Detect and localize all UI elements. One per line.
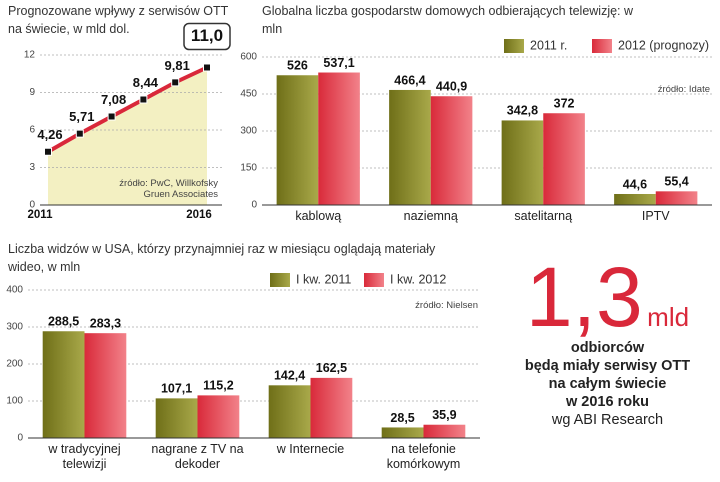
callout-source: wg ABI Research: [551, 412, 664, 428]
legend-label: 2011 r.: [530, 38, 567, 52]
bar: [430, 96, 473, 205]
value-label: 5,71: [69, 109, 94, 124]
value-label: 288,5: [48, 315, 79, 329]
value-label: 440,9: [436, 80, 467, 94]
value-label: 44,6: [623, 177, 647, 191]
y-tick-label: 300: [6, 322, 23, 333]
x-tick-label: w tradycyjnej telewizji: [48, 442, 121, 471]
y-tick-label: 3: [29, 162, 35, 173]
legend-swatch: [592, 39, 612, 53]
callout: 1,3 mld odbiorców będą miały serwisy OTT n…: [500, 255, 715, 429]
bar: [84, 333, 127, 438]
x-tick-label: nagrane z TV na dekoder: [151, 442, 244, 471]
value-label: 8,44: [133, 75, 159, 90]
bar: [389, 89, 431, 205]
value-label: 55,4: [664, 175, 688, 189]
point: [203, 63, 211, 72]
y-tick-label: 150: [240, 163, 257, 174]
bar: [310, 377, 353, 438]
source-note: źródło: Nielsen: [415, 300, 478, 311]
value-label: 372: [554, 97, 575, 111]
callout-line: będą miały serwisy OTT: [524, 358, 691, 374]
bar: [155, 398, 198, 438]
bar: [276, 75, 319, 206]
legend-label: I kw. 2012: [390, 272, 446, 286]
point: [139, 95, 148, 104]
value-label: 9,81: [165, 58, 190, 73]
legend-label: I kw. 2011: [296, 272, 351, 286]
legend-label: 2012 (prognozy): [618, 38, 709, 52]
point: [75, 129, 84, 138]
x-tick-label: satelitarną: [514, 209, 573, 223]
source-note: źródło: Idate: [657, 84, 710, 95]
x-tick-label: naziemną: [403, 209, 458, 223]
bar: [318, 72, 360, 205]
y-tick-label: 6: [29, 125, 35, 136]
value-label: 162,5: [316, 361, 347, 375]
point: [44, 147, 52, 156]
point: [171, 78, 180, 87]
callout-line: w 2016 roku: [565, 394, 649, 410]
x-tick-label: na telefonie komórkowym: [386, 442, 461, 471]
bar: [197, 395, 240, 438]
bar: [543, 113, 585, 205]
legend-swatch: [364, 273, 384, 287]
bar: [655, 191, 698, 205]
y-tick-label: 600: [240, 52, 257, 63]
bar: [501, 120, 544, 205]
bar: [614, 193, 656, 205]
label-box: [183, 22, 231, 51]
value-label: 115,2: [203, 379, 234, 393]
chart-title: Globalna liczba gospodarstw domowych odb…: [262, 4, 634, 36]
callout-unit: mld: [647, 302, 690, 332]
value-label: 342,8: [507, 104, 538, 118]
x-tick-label: 2011: [28, 209, 54, 221]
value-label: 7,08: [101, 92, 126, 107]
y-tick-label: 200: [6, 359, 23, 370]
value-label: 4,26: [37, 127, 62, 142]
chart-title: Liczba widzów w USA, którzy przynajmniej…: [8, 242, 436, 274]
callout-text: odbiorców będą miały serwisy OTT na całym …: [500, 339, 715, 411]
y-tick-label: 0: [29, 200, 35, 211]
y-tick-label: 100: [6, 396, 23, 407]
value-label: 283,3: [90, 316, 121, 330]
value-label: 526: [287, 59, 308, 73]
value-label: 142,4: [274, 369, 305, 383]
x-tick-label: IPTV: [641, 209, 670, 223]
y-tick-label: 9: [29, 87, 35, 98]
chart-title: Prognozowane wpływy z serwisów OTT na św…: [8, 4, 228, 36]
legend-swatch: [504, 39, 524, 53]
y-tick-label: 12: [24, 50, 36, 61]
y-tick-label: 400: [6, 285, 23, 296]
area: [48, 67, 207, 205]
callout-line: na całym świecie: [548, 376, 667, 392]
bar: [268, 385, 311, 438]
value-label: 28,5: [390, 411, 414, 425]
y-tick-label: 300: [240, 126, 257, 137]
source-note: źródło: PwC, Willkofsky Gruen Associates: [119, 178, 218, 200]
x-tick-label: kablową: [295, 209, 342, 223]
x-tick-label: w Internecie: [276, 442, 345, 456]
bar: [42, 331, 85, 438]
bar: [381, 427, 424, 438]
value-label: 466,4: [394, 73, 425, 87]
value-label: 11,0: [191, 26, 223, 45]
y-tick-label: 0: [251, 200, 257, 211]
bar: [423, 424, 466, 438]
y-tick-label: 450: [240, 89, 257, 100]
line: [47, 65, 208, 154]
value-label: 537,1: [323, 56, 354, 70]
legend-swatch: [270, 273, 290, 287]
value-label: 35,9: [432, 408, 456, 422]
callout-line: odbiorców: [570, 340, 645, 356]
callout-number: 1,3: [525, 250, 643, 344]
value-label: 107,1: [161, 382, 192, 396]
x-tick-label: 2016: [186, 209, 212, 221]
point: [107, 112, 116, 121]
y-tick-label: 0: [17, 433, 23, 444]
